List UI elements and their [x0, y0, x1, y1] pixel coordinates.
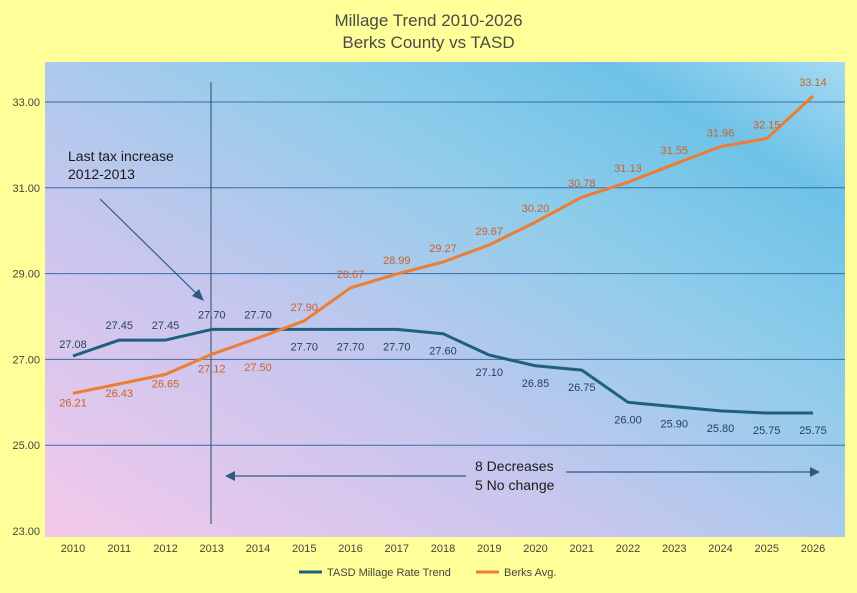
- berks-data-label: 33.14: [799, 77, 827, 89]
- tasd-data-label: 25.75: [753, 425, 781, 437]
- x-tick-label: 2012: [153, 543, 177, 555]
- annotation-decreases-line2: 5 No change: [475, 477, 555, 493]
- berks-data-label: 28.99: [383, 255, 411, 267]
- tasd-data-label: 27.60: [429, 346, 457, 358]
- chart-subtitle: Berks County vs TASD: [342, 33, 515, 52]
- y-tick-label: 29.00: [12, 269, 40, 281]
- y-tick-label: 23.00: [12, 526, 40, 538]
- tasd-data-label: 27.45: [152, 320, 180, 332]
- tasd-data-label: 27.10: [475, 367, 503, 379]
- annotation-arrow-head: [192, 289, 204, 301]
- tasd-data-label: 27.70: [244, 309, 272, 321]
- y-tick-label: 27.00: [12, 354, 40, 366]
- tasd-data-label: 27.45: [105, 320, 133, 332]
- x-tick-label: 2014: [246, 543, 270, 555]
- tasd-data-label: 25.80: [707, 423, 735, 435]
- berks-data-label: 26.43: [105, 388, 133, 400]
- x-tick-label: 2017: [385, 543, 409, 555]
- tasd-data-label: 27.70: [198, 309, 226, 321]
- berks-data-label: 27.90: [290, 302, 318, 314]
- x-tick-label: 2025: [755, 543, 779, 555]
- y-tick-label: 25.00: [12, 440, 40, 452]
- legend-label-tasd: TASD Millage Rate Trend: [327, 567, 451, 579]
- berks-data-label: 31.96: [707, 128, 735, 140]
- range-arrow-right-head: [810, 467, 820, 477]
- x-tick-label: 2023: [662, 543, 686, 555]
- berks-data-label: 27.12: [198, 363, 226, 375]
- annotation-last-increase-line1: Last tax increase: [68, 148, 174, 164]
- berks-data-label: 30.20: [522, 203, 550, 215]
- berks-data-label: 27.50: [244, 362, 272, 374]
- tasd-data-label: 26.85: [522, 378, 550, 390]
- x-tick-label: 2019: [477, 543, 501, 555]
- x-tick-label: 2020: [523, 543, 547, 555]
- x-tick-label: 2016: [338, 543, 362, 555]
- tasd-data-label: 26.75: [568, 382, 596, 394]
- berks-data-label: 28.67: [337, 269, 365, 281]
- x-tick-label: 2013: [200, 543, 224, 555]
- range-arrow-left-head: [225, 471, 235, 481]
- x-tick-label: 2022: [616, 543, 640, 555]
- berks-data-label: 31.55: [660, 145, 688, 157]
- annotation-arrow-shaft: [99, 198, 200, 297]
- tasd-data-label: 27.70: [383, 341, 411, 353]
- berks-data-label: 32.15: [753, 119, 781, 131]
- tasd-data-label: 27.70: [337, 341, 365, 353]
- x-tick-label: 2026: [801, 543, 825, 555]
- annotation-decreases-line1: 8 Decreases: [475, 458, 554, 474]
- tasd-data-label: 25.90: [660, 419, 688, 431]
- x-tick-label: 2011: [107, 543, 131, 555]
- legend-label-berks: Berks Avg.: [504, 567, 556, 579]
- berks-data-label: 29.27: [429, 243, 457, 255]
- berks-data-label: 30.78: [568, 178, 596, 190]
- x-tick-label: 2024: [708, 543, 732, 555]
- series-line-berks: [72, 94, 815, 395]
- y-tick-label: 31.00: [12, 183, 40, 195]
- berks-data-label: 31.13: [614, 163, 642, 175]
- berks-data-label: 26.21: [59, 397, 87, 409]
- y-tick-label: 33.00: [12, 97, 40, 109]
- tasd-data-label: 27.08: [59, 339, 87, 351]
- berks-data-label: 26.65: [152, 378, 180, 390]
- tasd-data-label: 27.70: [290, 341, 318, 353]
- berks-data-label: 29.67: [475, 226, 503, 238]
- x-tick-label: 2010: [61, 543, 85, 555]
- plot-area: [45, 62, 845, 537]
- x-tick-label: 2015: [292, 543, 316, 555]
- x-tick-label: 2021: [570, 543, 594, 555]
- chart-title: Millage Trend 2010-2026: [334, 11, 523, 30]
- annotation-last-increase-line2: 2012-2013: [68, 166, 135, 182]
- series-line-tasd: [72, 327, 813, 415]
- x-tick-label: 2018: [431, 543, 455, 555]
- tasd-data-label: 26.00: [614, 414, 642, 426]
- tasd-data-label: 25.75: [799, 425, 827, 437]
